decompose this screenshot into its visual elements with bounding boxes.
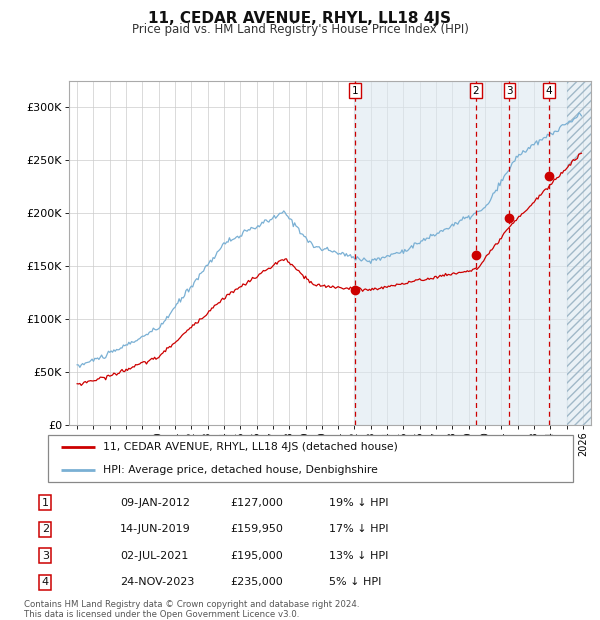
Text: 09-JAN-2012: 09-JAN-2012 xyxy=(120,498,190,508)
Text: Price paid vs. HM Land Registry's House Price Index (HPI): Price paid vs. HM Land Registry's House … xyxy=(131,23,469,36)
Text: 24-NOV-2023: 24-NOV-2023 xyxy=(120,577,194,587)
Text: £235,000: £235,000 xyxy=(230,577,283,587)
Text: £127,000: £127,000 xyxy=(230,498,283,508)
Text: 1: 1 xyxy=(352,86,358,95)
Text: Contains HM Land Registry data © Crown copyright and database right 2024.: Contains HM Land Registry data © Crown c… xyxy=(24,600,359,609)
Text: 11, CEDAR AVENUE, RHYL, LL18 4JS (detached house): 11, CEDAR AVENUE, RHYL, LL18 4JS (detach… xyxy=(103,443,398,453)
Bar xyxy=(566,81,591,425)
Text: 17% ↓ HPI: 17% ↓ HPI xyxy=(329,525,388,534)
Bar xyxy=(566,81,591,425)
Text: 14-JUN-2019: 14-JUN-2019 xyxy=(120,525,191,534)
Text: 13% ↓ HPI: 13% ↓ HPI xyxy=(329,551,388,561)
Text: 2: 2 xyxy=(473,86,479,95)
Text: HPI: Average price, detached house, Denbighshire: HPI: Average price, detached house, Denb… xyxy=(103,465,378,475)
Text: 5% ↓ HPI: 5% ↓ HPI xyxy=(329,577,381,587)
Text: This data is licensed under the Open Government Licence v3.0.: This data is licensed under the Open Gov… xyxy=(24,610,299,619)
Text: 4: 4 xyxy=(42,577,49,587)
Text: 2: 2 xyxy=(42,525,49,534)
Text: 11, CEDAR AVENUE, RHYL, LL18 4JS: 11, CEDAR AVENUE, RHYL, LL18 4JS xyxy=(149,11,452,26)
FancyBboxPatch shape xyxy=(48,435,573,482)
Text: 1: 1 xyxy=(42,498,49,508)
Text: 3: 3 xyxy=(506,86,513,95)
Text: 3: 3 xyxy=(42,551,49,561)
Text: £159,950: £159,950 xyxy=(230,525,283,534)
Text: £195,000: £195,000 xyxy=(230,551,283,561)
Text: 19% ↓ HPI: 19% ↓ HPI xyxy=(329,498,388,508)
Text: 02-JUL-2021: 02-JUL-2021 xyxy=(120,551,188,561)
Text: 4: 4 xyxy=(545,86,552,95)
Bar xyxy=(355,81,566,425)
